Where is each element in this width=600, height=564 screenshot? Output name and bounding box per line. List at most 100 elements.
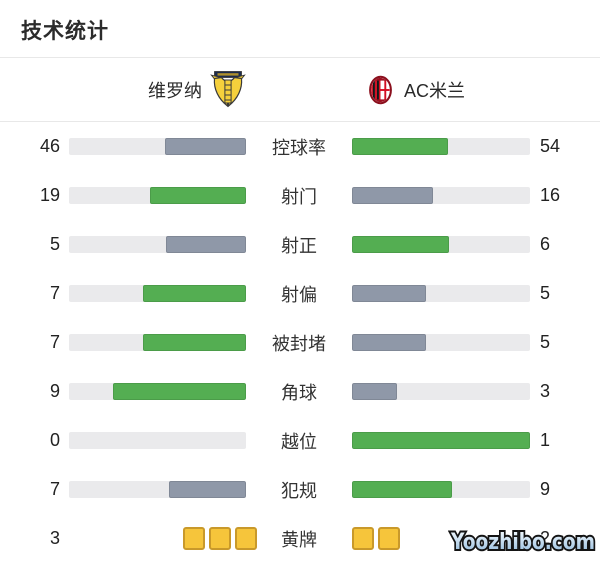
away-bar-fill	[352, 187, 434, 204]
spacer	[530, 440, 540, 441]
stat-row: 19 射门 16	[0, 171, 600, 220]
yellow-card-icon	[235, 527, 257, 550]
home-bar	[69, 138, 246, 155]
home-value: 5	[49, 234, 60, 254]
stat-row: 46 控球率 54	[0, 122, 600, 171]
team-away[interactable]: AC米兰	[369, 58, 465, 121]
home-bar	[69, 383, 246, 400]
away-bar-fill	[352, 138, 449, 155]
home-bar-fill	[113, 383, 246, 400]
home-bar	[69, 481, 246, 498]
home-bar-fill	[164, 138, 246, 155]
away-value: 6	[540, 234, 551, 254]
home-value: 46	[39, 136, 60, 156]
spacer	[60, 391, 69, 392]
spacer	[60, 342, 69, 343]
stat-label: 越位	[281, 431, 317, 452]
away-bar	[352, 432, 530, 449]
stat-label: 被封堵	[272, 333, 326, 354]
away-bar	[352, 236, 530, 253]
stat-row: 7 射偏 5	[0, 269, 600, 318]
home-bar-fill	[142, 334, 246, 351]
yellow-card-icon	[352, 527, 374, 550]
away-bar	[352, 481, 530, 498]
stat-label: 黄牌	[281, 529, 317, 550]
away-bar	[352, 285, 530, 302]
home-bar-fill	[149, 187, 246, 204]
spacer	[60, 146, 69, 147]
spacer	[530, 244, 540, 245]
spacer	[530, 293, 540, 294]
away-yellow-cards	[352, 527, 530, 550]
away-value: 5	[540, 283, 551, 303]
home-value: 7	[49, 332, 60, 352]
teams-header: 维罗纳	[0, 58, 600, 121]
spacer	[60, 489, 69, 490]
divider	[0, 121, 600, 122]
home-value: 7	[49, 479, 60, 499]
home-value: 9	[49, 381, 60, 401]
spacer	[530, 195, 540, 196]
home-bar	[69, 432, 246, 449]
home-value: 0	[49, 430, 60, 450]
stat-label: 犯规	[281, 480, 317, 501]
away-value: 3	[540, 381, 551, 401]
stat-label: 射门	[281, 186, 317, 207]
away-value: 54	[540, 136, 561, 156]
home-bar-fill	[168, 481, 246, 498]
away-bar-fill	[352, 285, 427, 302]
team-home-name: 维罗纳	[148, 80, 202, 101]
stats-list: 46 控球率 54 19 射门 16 5 射正 6 7 射偏 5 7 被封堵 5 9 角球 3 0 越位 1 7 犯规 9 3 黄…	[0, 122, 600, 563]
divider	[0, 57, 600, 58]
yellow-card-icon	[378, 527, 400, 550]
away-bar	[352, 334, 530, 351]
away-bar	[352, 187, 530, 204]
away-bar-fill	[352, 334, 427, 351]
stat-row: 3 黄牌 2	[0, 514, 600, 563]
away-bar-fill	[352, 432, 530, 449]
away-bar-fill	[352, 383, 397, 400]
spacer	[60, 538, 69, 539]
spacer	[530, 342, 540, 343]
home-bar	[69, 236, 246, 253]
home-bar	[69, 187, 246, 204]
page-title: 技术统计	[21, 20, 109, 43]
team-away-name: AC米兰	[404, 80, 466, 101]
away-bar	[352, 383, 530, 400]
stat-label: 射偏	[281, 284, 317, 305]
yellow-card-icon	[183, 527, 205, 550]
team-home[interactable]: 维罗纳	[148, 58, 246, 121]
home-value: 3	[49, 528, 60, 548]
stat-label: 角球	[281, 382, 317, 403]
away-bar-fill	[352, 481, 453, 498]
spacer	[60, 440, 69, 441]
stat-label: 控球率	[272, 137, 326, 158]
away-value: 1	[540, 430, 551, 450]
spacer	[60, 244, 69, 245]
away-value: 2	[540, 528, 551, 548]
spacer	[530, 489, 540, 490]
stat-row: 7 被封堵 5	[0, 318, 600, 367]
home-value: 19	[39, 185, 60, 205]
home-bar-fill	[142, 285, 246, 302]
home-value: 7	[49, 283, 60, 303]
stat-label: 射正	[281, 235, 317, 256]
spacer	[530, 146, 540, 147]
spacer	[60, 293, 69, 294]
home-yellow-cards	[80, 527, 257, 550]
ac-milan-crest-icon	[369, 75, 392, 105]
away-bar	[352, 138, 530, 155]
watermark: Yoozhibo.com	[448, 525, 598, 562]
stat-row: 7 犯规 9	[0, 465, 600, 514]
stat-row: 9 角球 3	[0, 367, 600, 416]
hellas-verona-crest-icon	[210, 70, 246, 109]
home-bar	[69, 285, 246, 302]
watermark-text: Yoozhibo.com	[450, 530, 595, 555]
home-bar	[69, 334, 246, 351]
away-value: 5	[540, 332, 551, 352]
home-bar-fill	[165, 236, 246, 253]
away-value: 9	[540, 479, 551, 499]
stat-row: 5 射正 6	[0, 220, 600, 269]
stat-row: 0 越位 1	[0, 416, 600, 465]
